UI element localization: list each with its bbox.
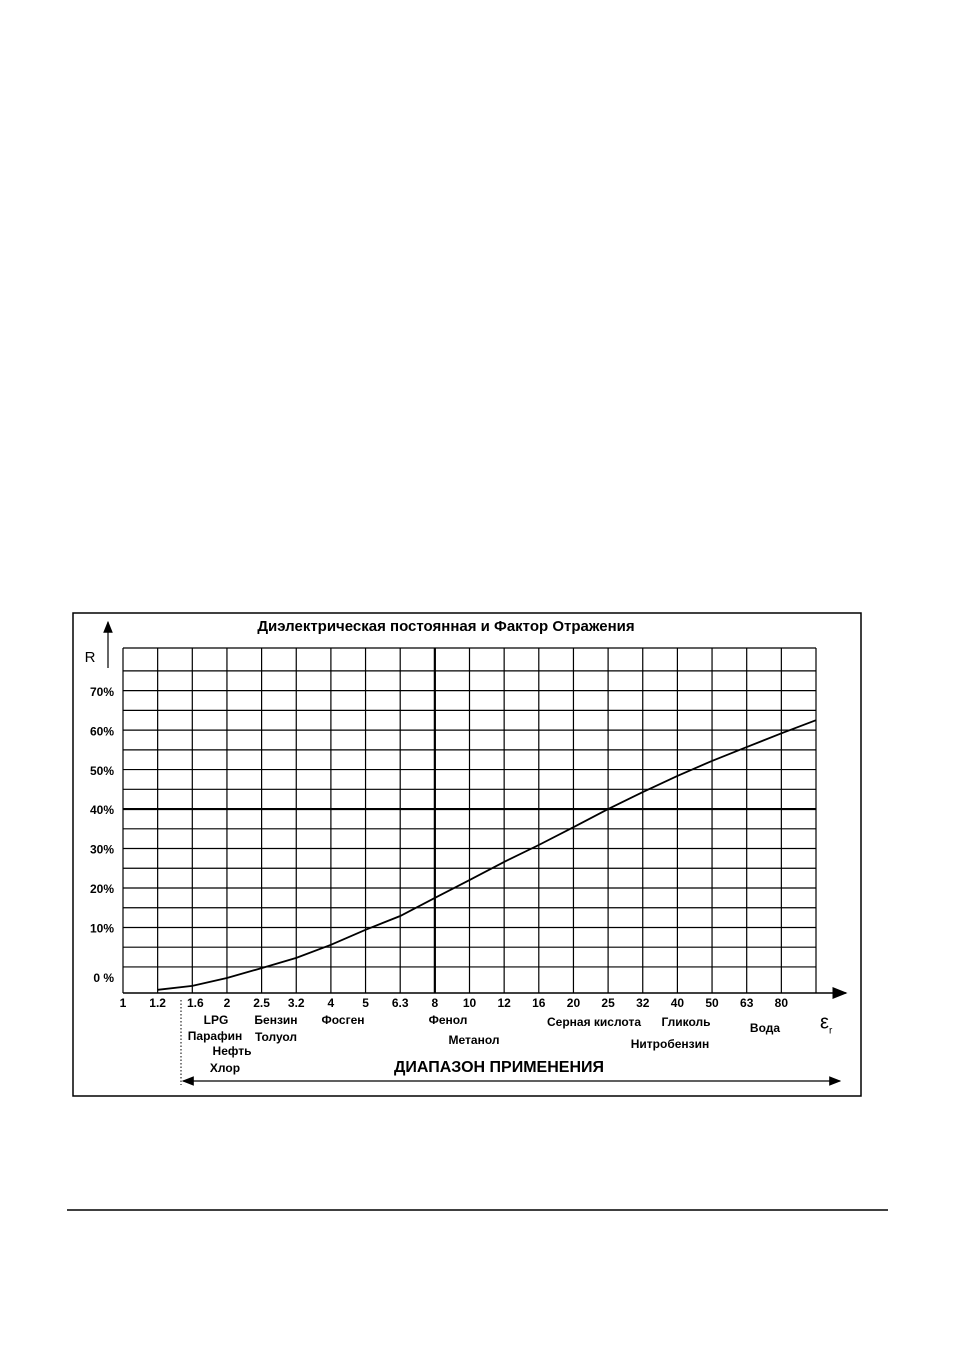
plot: 1 1.2 1.6 2 2.5 3.2 4 5 6.3 8 10 12 16 20 25 32 40 50 63 80… bbox=[90, 647, 817, 1075]
material-label: Толуол bbox=[255, 1030, 297, 1044]
y-tick-label: 0 % bbox=[93, 971, 114, 985]
x-tick-label: 10 bbox=[463, 996, 477, 1010]
x-axis-label: ε bbox=[820, 1011, 829, 1033]
x-tick-label: 1 bbox=[120, 996, 127, 1010]
x-tick-label: 80 bbox=[775, 996, 789, 1010]
x-tick-label: 12 bbox=[497, 996, 511, 1010]
x-tick-label: 1.2 bbox=[149, 996, 166, 1010]
material-label: Хлор bbox=[210, 1061, 240, 1075]
y-tick-label: 40% bbox=[90, 803, 114, 817]
material-label: Бензин bbox=[254, 1013, 297, 1027]
y-tick-label: 30% bbox=[90, 843, 114, 857]
x-tick-label: 4 bbox=[328, 996, 335, 1010]
material-label: Метанол bbox=[449, 1033, 500, 1047]
x-tick-label: 5 bbox=[362, 996, 369, 1010]
material-label: Парафин bbox=[188, 1029, 242, 1043]
x-tick-label: 2 bbox=[224, 996, 231, 1010]
material-label: Гликоль bbox=[661, 1015, 710, 1029]
x-tick-label: 20 bbox=[567, 996, 581, 1010]
x-tick-label: 1.6 bbox=[187, 996, 204, 1010]
x-tick-label: 50 bbox=[705, 996, 719, 1010]
range-label: ДИАПАЗОН ПРИМЕНЕНИЯ bbox=[394, 1059, 604, 1076]
x-tick-label: 2.5 bbox=[253, 996, 270, 1010]
x-tick-label: 40 bbox=[671, 996, 685, 1010]
material-label: LPG bbox=[204, 1013, 229, 1027]
x-tick-label: 32 bbox=[636, 996, 650, 1010]
y-tick-label: 70% bbox=[90, 685, 114, 699]
material-label: Серная кислота bbox=[547, 1015, 641, 1029]
x-tick-label: 3.2 bbox=[288, 996, 305, 1010]
material-label: Фенол bbox=[429, 1013, 468, 1027]
chart-frame bbox=[72, 612, 862, 1097]
x-tick-label: 63 bbox=[740, 996, 754, 1010]
x-axis-label-subscript: r bbox=[829, 1026, 833, 1037]
x-tick-label: 6.3 bbox=[392, 996, 409, 1010]
chart-title: Диэлектрическая постоянная и Фактор Отра… bbox=[257, 618, 634, 635]
y-axis-label: R bbox=[85, 649, 96, 666]
curve bbox=[157, 719, 817, 991]
y-tick-label: 50% bbox=[90, 764, 114, 778]
x-tick-label: 8 bbox=[432, 996, 439, 1010]
y-tick-label: 60% bbox=[90, 724, 114, 738]
material-label: Нитробензин bbox=[631, 1037, 710, 1051]
material-label: Вода bbox=[750, 1021, 780, 1035]
y-tick-label: 20% bbox=[90, 882, 114, 896]
x-tick-label: 25 bbox=[601, 996, 615, 1010]
x-tick-label: 16 bbox=[532, 996, 546, 1010]
material-label: Фосген bbox=[321, 1013, 364, 1027]
y-tick-label: 10% bbox=[90, 922, 114, 936]
material-label: Нефть bbox=[213, 1044, 252, 1058]
